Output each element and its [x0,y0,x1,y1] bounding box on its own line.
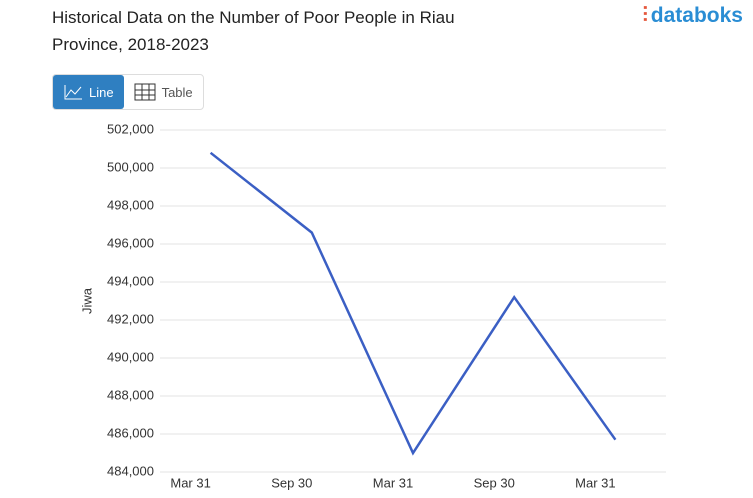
line-tab[interactable]: Line [53,75,124,109]
y-tick-label: 502,000 [107,121,154,136]
y-tick-label: 498,000 [107,197,154,212]
y-tick-label: 500,000 [107,159,154,174]
x-tick-label: Mar 31 [575,475,615,490]
line-series [209,151,617,456]
y-tick-label: 488,000 [107,387,154,402]
chart-title: Historical Data on the Number of Poor Pe… [52,8,455,54]
x-tick-label: Mar 31 [373,475,413,490]
y-tick-label: 496,000 [107,235,154,250]
x-tick-label: Mar 31 [170,475,210,490]
y-tick-label: 492,000 [107,311,154,326]
y-tick-label: 490,000 [107,349,154,364]
table-tab[interactable]: Table [124,75,203,109]
y-tick-label: 486,000 [107,425,154,440]
x-tick-label: Sep 30 [474,475,515,490]
tab-label: Table [161,84,193,100]
x-tick-label: Sep 30 [271,475,312,490]
y-tick-label: 484,000 [107,463,154,478]
tab-label: Line [89,84,114,100]
y-tick-label: 494,000 [107,273,154,288]
logo-text: databoks [650,4,743,27]
view-tabs: Line Table [52,74,204,110]
y-axis-label: Jiwa [79,287,94,314]
logo: ⫶ databoks [642,4,743,27]
